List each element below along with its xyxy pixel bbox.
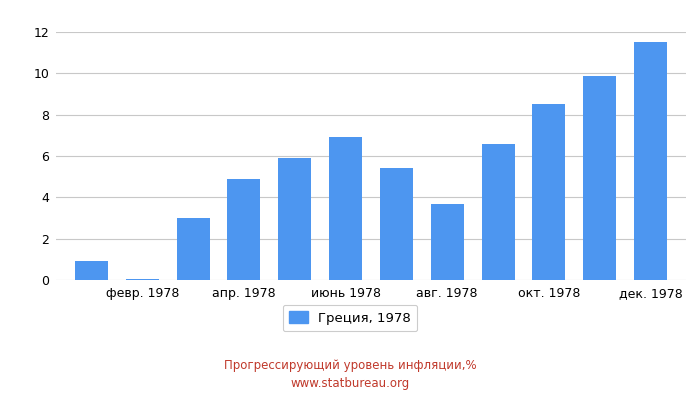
Bar — [430, 204, 463, 280]
Bar — [482, 144, 514, 280]
Bar — [75, 262, 108, 280]
Bar — [126, 278, 159, 280]
Bar — [329, 137, 362, 280]
Text: Прогрессирующий уровень инфляции,%: Прогрессирующий уровень инфляции,% — [224, 360, 476, 372]
Bar — [279, 158, 312, 280]
Bar — [228, 179, 260, 280]
Legend: Греция, 1978: Греция, 1978 — [283, 305, 417, 332]
Bar — [583, 76, 616, 280]
Bar — [634, 42, 667, 280]
Bar — [380, 168, 413, 280]
Bar — [176, 218, 210, 280]
Bar — [532, 104, 566, 280]
Text: www.statbureau.org: www.statbureau.org — [290, 377, 410, 390]
